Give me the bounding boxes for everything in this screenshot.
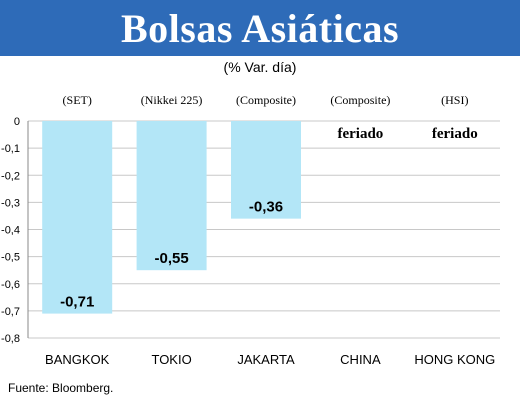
index-label: (Composite) bbox=[236, 93, 296, 107]
y-tick-label: -0,5 bbox=[1, 252, 20, 264]
y-tick-label: -0,8 bbox=[1, 333, 20, 345]
chart-title: Bolsas Asiáticas bbox=[120, 5, 400, 51]
y-tick-label: -0,7 bbox=[1, 306, 20, 318]
category-label: HONG KONG bbox=[414, 352, 495, 367]
index-label: (SET) bbox=[63, 93, 92, 107]
y-tick-label: -0,2 bbox=[1, 170, 20, 182]
bar bbox=[42, 121, 113, 314]
y-tick-label: -0,1 bbox=[1, 143, 20, 155]
holiday-label: feriado bbox=[432, 126, 478, 142]
chart-subtitle: (% Var. día) bbox=[223, 59, 297, 75]
source-note: Fuente: Bloomberg. bbox=[8, 381, 114, 395]
index-label: (Composite) bbox=[330, 93, 390, 107]
bar-value-label: -0,36 bbox=[249, 199, 283, 216]
bar bbox=[136, 121, 207, 271]
bar-value-label: -0,55 bbox=[154, 250, 188, 267]
y-tick-label: -0,3 bbox=[1, 197, 20, 209]
title-bar: Bolsas Asiáticas bbox=[0, 0, 520, 56]
index-label: (Nikkei 225) bbox=[141, 93, 203, 107]
holiday-label: feriado bbox=[337, 126, 383, 142]
y-tick-label: -0,4 bbox=[1, 225, 20, 237]
category-label: CHINA bbox=[340, 352, 381, 367]
category-label: JAKARTA bbox=[237, 352, 295, 367]
category-label: BANGKOK bbox=[45, 352, 110, 367]
y-tick-label: -0,6 bbox=[1, 279, 20, 291]
y-tick-label: 0 bbox=[14, 116, 20, 128]
category-label: TOKIO bbox=[151, 352, 191, 367]
bar-value-label: -0,71 bbox=[60, 294, 94, 311]
index-label: (HSI) bbox=[441, 93, 468, 107]
bar bbox=[231, 121, 301, 219]
